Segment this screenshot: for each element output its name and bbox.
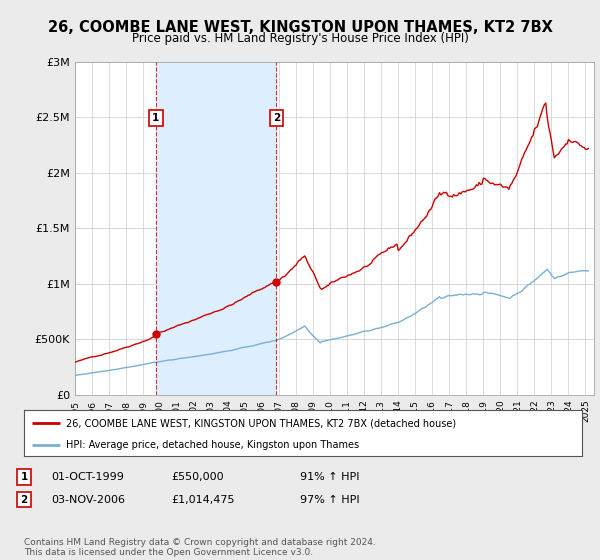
Text: 1: 1 <box>152 113 160 123</box>
Text: 97% ↑ HPI: 97% ↑ HPI <box>300 494 359 505</box>
Text: Price paid vs. HM Land Registry's House Price Index (HPI): Price paid vs. HM Land Registry's House … <box>131 32 469 45</box>
Text: HPI: Average price, detached house, Kingston upon Thames: HPI: Average price, detached house, King… <box>66 440 359 450</box>
Text: 2: 2 <box>272 113 280 123</box>
Text: 2: 2 <box>20 494 28 505</box>
Text: 01-OCT-1999: 01-OCT-1999 <box>51 472 124 482</box>
Text: 91% ↑ HPI: 91% ↑ HPI <box>300 472 359 482</box>
Text: £550,000: £550,000 <box>171 472 224 482</box>
Text: Contains HM Land Registry data © Crown copyright and database right 2024.
This d: Contains HM Land Registry data © Crown c… <box>24 538 376 557</box>
Text: 03-NOV-2006: 03-NOV-2006 <box>51 494 125 505</box>
Text: 26, COOMBE LANE WEST, KINGSTON UPON THAMES, KT2 7BX (detached house): 26, COOMBE LANE WEST, KINGSTON UPON THAM… <box>66 418 456 428</box>
Bar <box>156 62 277 395</box>
Text: £1,014,475: £1,014,475 <box>171 494 235 505</box>
Text: 1: 1 <box>20 472 28 482</box>
Text: 26, COOMBE LANE WEST, KINGSTON UPON THAMES, KT2 7BX: 26, COOMBE LANE WEST, KINGSTON UPON THAM… <box>47 20 553 35</box>
